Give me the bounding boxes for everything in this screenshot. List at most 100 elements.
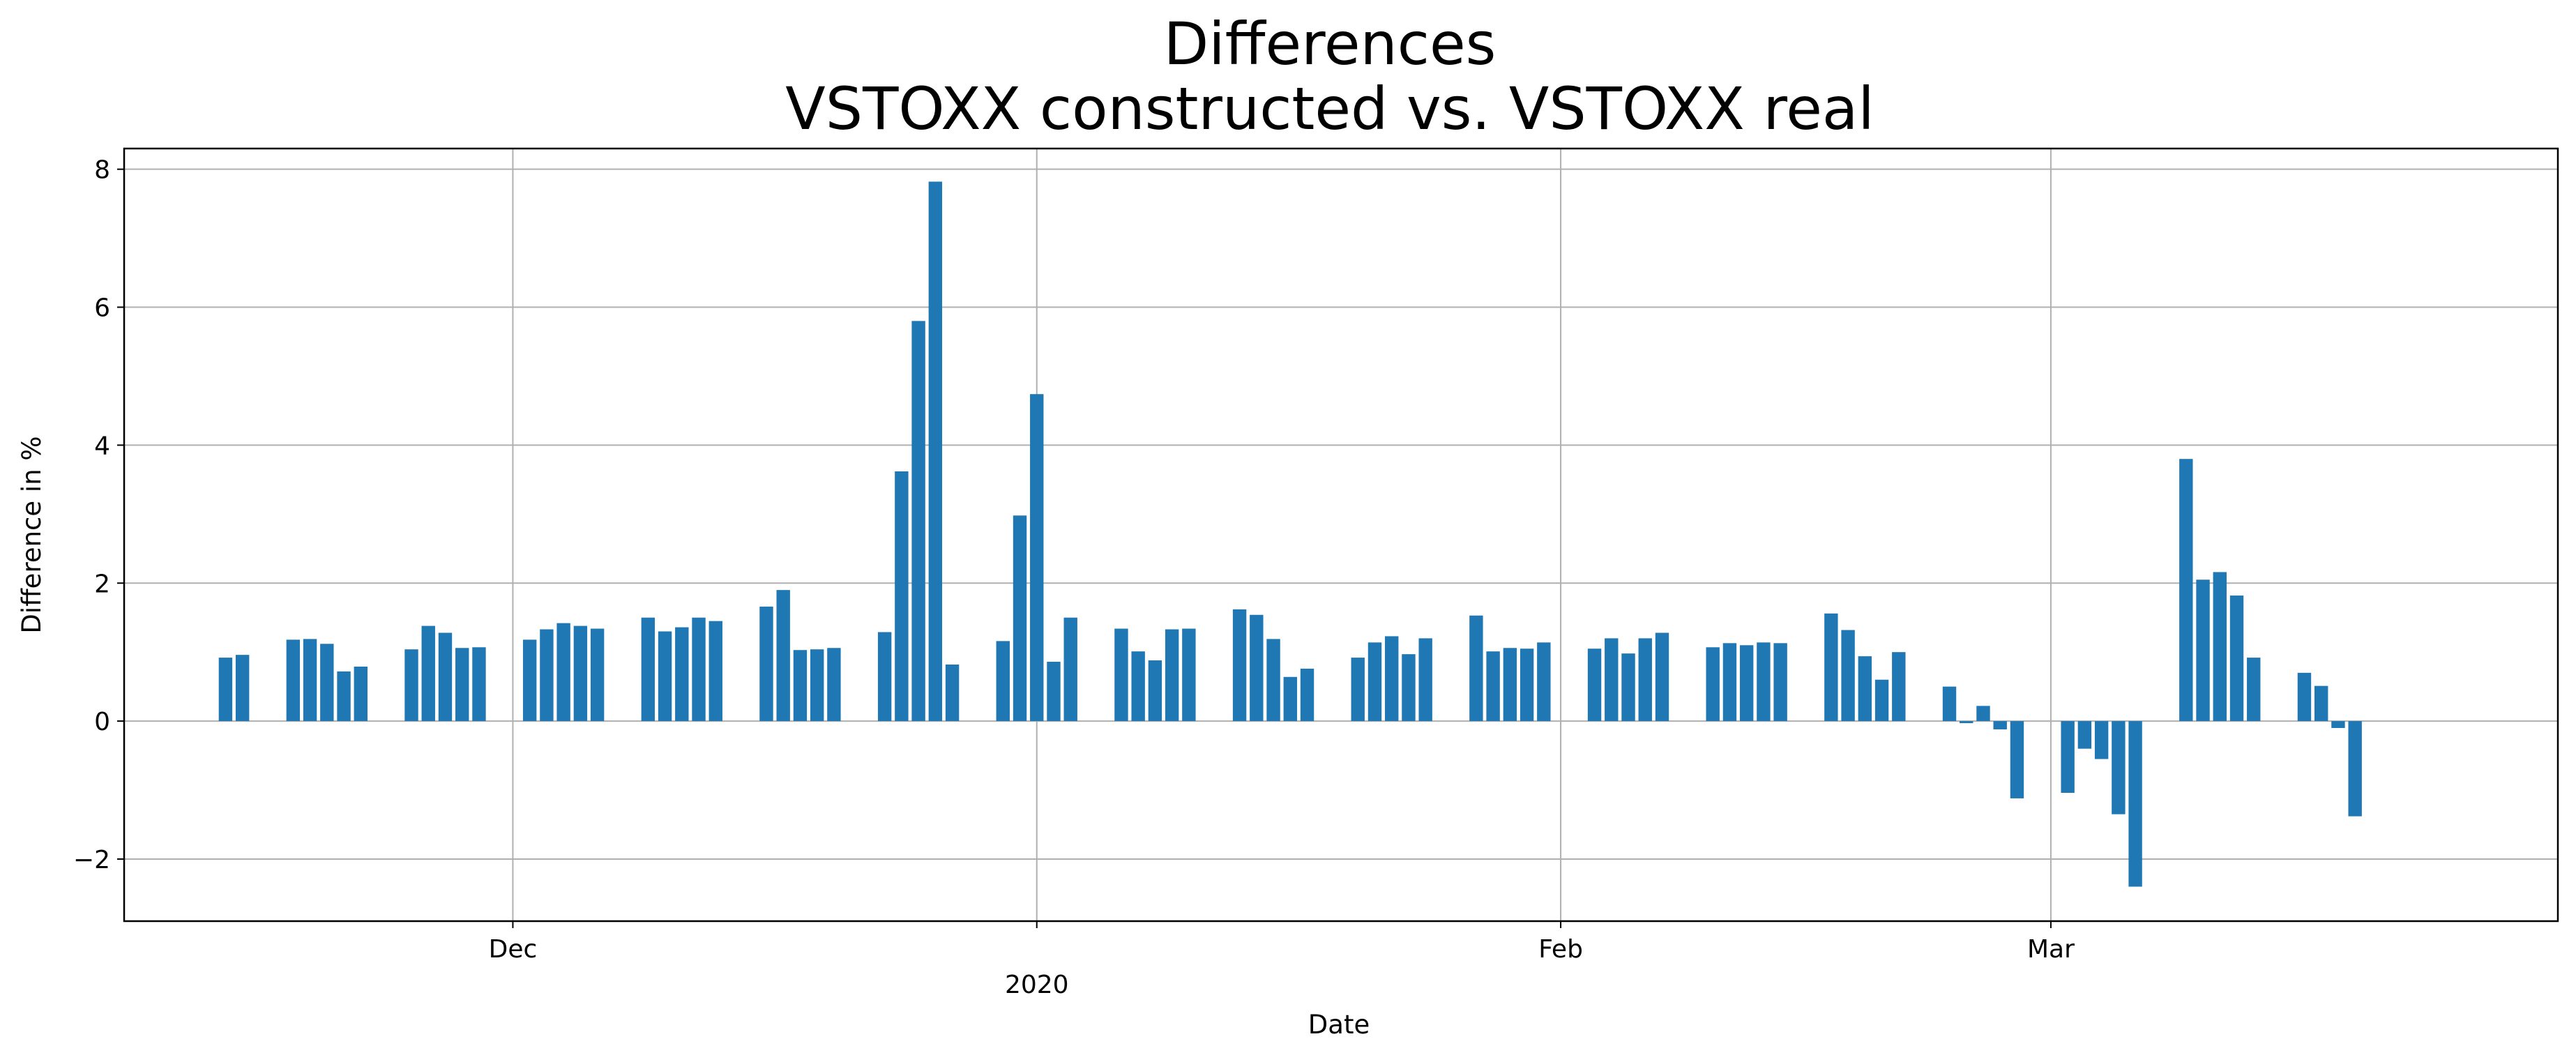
bar <box>2314 685 2328 722</box>
bar <box>1402 654 1416 722</box>
bar <box>421 625 435 722</box>
bar <box>1706 647 1720 722</box>
bar <box>590 628 605 722</box>
bar <box>776 590 790 722</box>
x-tick-year-label: 2020 <box>1005 971 1069 999</box>
bar <box>2331 721 2345 728</box>
bar <box>2348 721 2362 817</box>
bar <box>1030 394 1044 722</box>
bar <box>2247 658 2261 722</box>
bar <box>1232 609 1247 722</box>
bar <box>1722 643 1737 722</box>
bar <box>235 655 250 722</box>
bar <box>522 639 537 722</box>
bar <box>996 641 1010 722</box>
y-tick-label: 2 <box>94 570 110 598</box>
bar <box>1892 652 1906 722</box>
bar <box>540 629 554 722</box>
bar <box>1960 721 1973 724</box>
x-tick-label: Feb <box>1538 935 1583 964</box>
bar <box>1063 617 1077 722</box>
bar <box>556 623 570 722</box>
bar <box>658 631 672 722</box>
bar <box>2196 579 2210 722</box>
bar <box>1418 638 1432 722</box>
bar <box>1351 658 1365 722</box>
bar <box>320 644 334 722</box>
plot-area-frame <box>123 147 2559 923</box>
bar <box>455 648 469 722</box>
bar <box>928 181 943 722</box>
bar <box>2213 572 2227 722</box>
bar <box>404 649 418 722</box>
bar <box>1469 615 1483 722</box>
bar <box>1773 643 1787 722</box>
bar <box>1824 613 1838 722</box>
bar <box>2094 721 2109 759</box>
bar <box>641 617 656 722</box>
y-tick-label: 0 <box>94 708 110 736</box>
bar <box>1858 656 1872 722</box>
bar <box>1503 648 1517 722</box>
bar <box>692 617 706 722</box>
bar <box>793 650 808 722</box>
bar <box>2297 672 2312 722</box>
axis-ticks: −2 0 2 4 6 8 Dec Feb Mar 2020 <box>73 156 2075 999</box>
bar <box>1013 515 1027 722</box>
bar <box>2179 459 2193 722</box>
bar <box>354 666 368 722</box>
bar <box>810 649 824 722</box>
bar <box>1300 668 1314 722</box>
bar <box>1367 642 1382 722</box>
bar <box>2061 721 2075 793</box>
bar <box>472 647 486 722</box>
bar <box>759 606 773 722</box>
bar <box>1148 660 1162 722</box>
bar <box>895 471 909 722</box>
bar <box>877 632 892 722</box>
x-axis-label: Date <box>1308 1010 1370 1040</box>
bar <box>1385 636 1399 722</box>
bar <box>911 321 925 722</box>
bar <box>945 664 960 722</box>
bar <box>1587 648 1602 722</box>
y-tick-label: 6 <box>94 294 110 323</box>
bar <box>2128 721 2142 887</box>
bar <box>573 625 588 722</box>
chart-title-line-2: VSTOXX constructed vs. VSTOXX real <box>785 75 1874 143</box>
bar <box>1874 679 1889 722</box>
bar <box>303 639 317 722</box>
bar <box>1047 662 1061 722</box>
chart-title-line-1: Differences <box>1164 10 1497 78</box>
bar <box>438 632 453 722</box>
bar <box>1942 686 1957 722</box>
bar <box>827 648 841 722</box>
bar <box>1266 639 1280 722</box>
grid-lines <box>124 149 2558 921</box>
bar <box>1114 628 1128 722</box>
bar <box>1283 676 1297 722</box>
y-tick-label: 4 <box>94 432 110 460</box>
bar <box>286 639 301 722</box>
y-axis-label: Difference in % <box>17 436 47 633</box>
bar <box>1486 651 1500 722</box>
bar <box>2229 596 2244 722</box>
bar <box>2010 721 2024 798</box>
bar <box>1250 614 1264 722</box>
bar <box>218 658 233 722</box>
bar <box>1165 629 1179 722</box>
bar <box>1537 642 1551 722</box>
bar <box>1182 628 1196 722</box>
bar <box>2077 721 2092 749</box>
bar <box>1638 638 1652 722</box>
bar <box>1131 651 1145 722</box>
bar <box>1976 706 1990 722</box>
bar <box>2112 721 2126 814</box>
bar <box>1841 630 1855 722</box>
bars <box>218 181 2362 887</box>
x-tick-label: Dec <box>489 935 538 964</box>
y-tick-label: −2 <box>73 846 110 874</box>
bar <box>675 627 689 722</box>
